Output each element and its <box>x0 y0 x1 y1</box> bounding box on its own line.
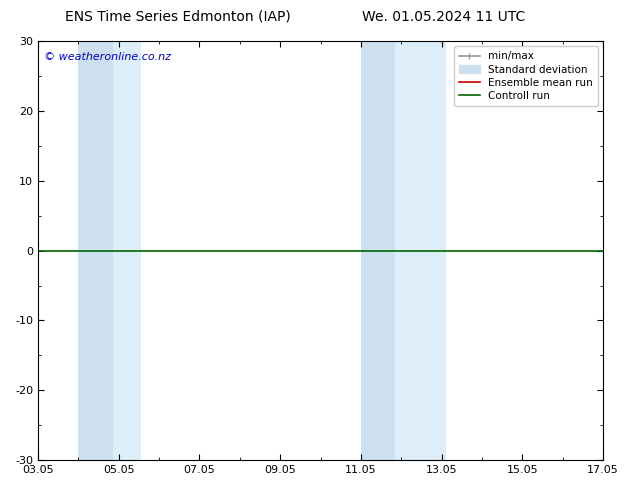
Bar <box>361 41 395 460</box>
Bar <box>395 41 446 460</box>
Text: ENS Time Series Edmonton (IAP): ENS Time Series Edmonton (IAP) <box>65 10 290 24</box>
Legend: min/max, Standard deviation, Ensemble mean run, Controll run: min/max, Standard deviation, Ensemble me… <box>453 46 598 106</box>
Text: © weatheronline.co.nz: © weatheronline.co.nz <box>44 51 171 62</box>
Bar <box>79 41 113 460</box>
Bar <box>113 41 141 460</box>
Text: We. 01.05.2024 11 UTC: We. 01.05.2024 11 UTC <box>362 10 526 24</box>
